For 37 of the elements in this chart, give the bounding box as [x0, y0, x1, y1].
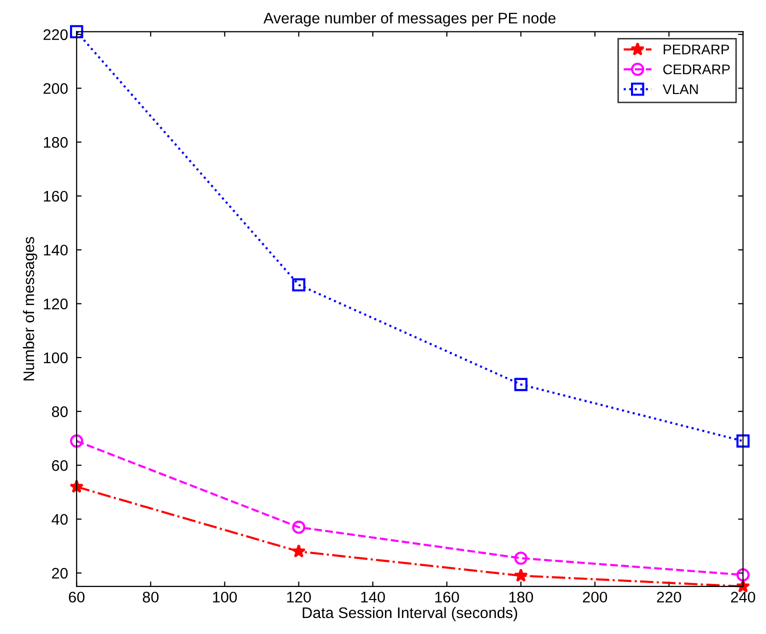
- legend-label: CEDRARP: [663, 64, 730, 74]
- x-tick-label: 80: [142, 592, 159, 603]
- y-tick-label: 20: [52, 568, 68, 579]
- x-tick-label: 60: [68, 592, 84, 603]
- y-tick-label: 60: [52, 460, 68, 471]
- point: [514, 568, 528, 582]
- x-tick-label: 200: [582, 592, 608, 603]
- y-tick-label: 140: [44, 244, 68, 256]
- point: [736, 568, 750, 582]
- x-tick-label: 160: [435, 592, 459, 603]
- x-axis-title: Data Session Interval (seconds): [302, 606, 518, 622]
- point: [514, 552, 528, 565]
- x-tick-label: 240: [731, 592, 756, 603]
- point: [514, 378, 528, 392]
- point: [70, 25, 84, 38]
- x-tick-label: 100: [213, 592, 237, 603]
- y-tick-label: 100: [44, 352, 68, 364]
- point: [292, 278, 306, 292]
- y-tick-label: 160: [44, 190, 68, 202]
- y-tick-label: 200: [44, 83, 68, 94]
- x-tick-label: 220: [657, 592, 682, 603]
- point: [292, 520, 306, 534]
- y-tick-label: 40: [52, 514, 68, 525]
- y-axis-title: Number of messages: [22, 237, 38, 380]
- legend-label: PEDRARP: [664, 44, 730, 54]
- legend-label: VLAN: [662, 84, 698, 94]
- x-tick-label: 120: [287, 592, 311, 603]
- chart-title: Average number of messages per PE node: [263, 12, 556, 27]
- point: [292, 544, 306, 558]
- point: [736, 434, 750, 448]
- x-tick-label: 140: [361, 592, 385, 603]
- y-tick-label: 80: [52, 406, 68, 418]
- x-tick-label: 180: [509, 592, 534, 603]
- y-tick-label: 120: [44, 298, 68, 310]
- y-tick-label: 180: [44, 136, 68, 148]
- y-tick-label: 220: [44, 29, 68, 40]
- point: [70, 434, 84, 448]
